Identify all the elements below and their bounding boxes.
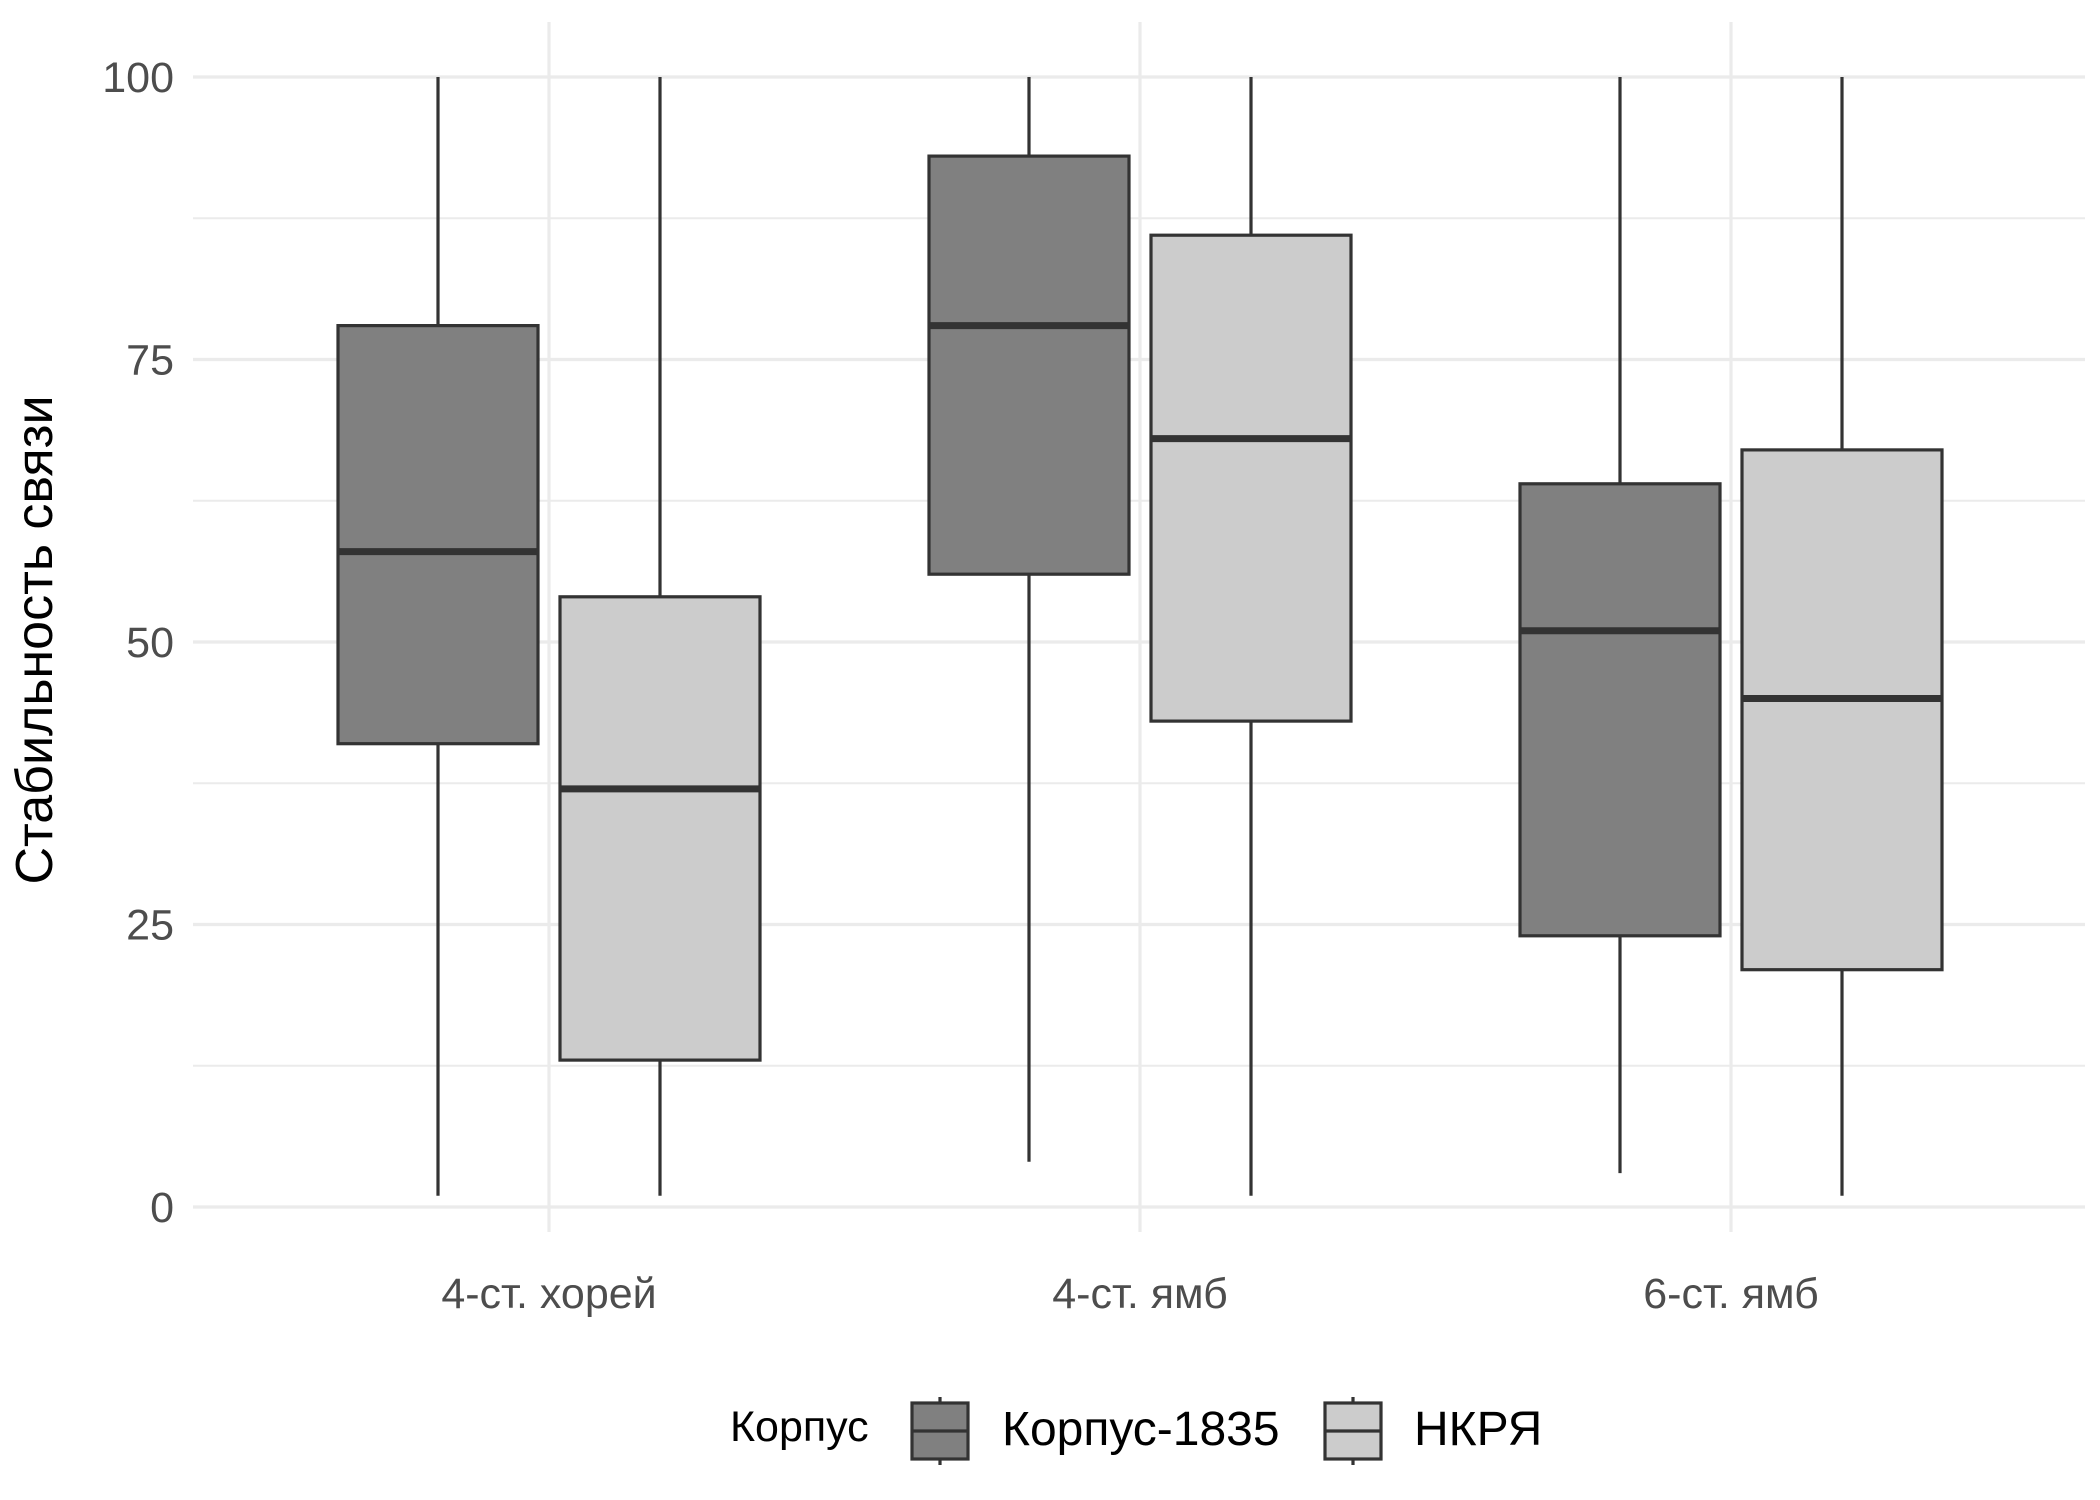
box-1-3: [1518, 77, 1722, 1174]
box-body: [1518, 482, 1722, 938]
legend-title: Корпус: [730, 1403, 869, 1451]
legend-label: НКРЯ: [1414, 1403, 1542, 1456]
box-1-2: [927, 77, 1131, 1162]
y-tick-label: 0: [150, 1184, 174, 1232]
y-tick-label: 75: [126, 337, 174, 385]
box-1-1: [336, 77, 540, 1196]
y-axis: 0 25 50 75 100: [102, 54, 174, 1232]
x-tick-label: 4-ст. хорей: [441, 1270, 656, 1318]
legend: Корпус Корпус-1835 НКРЯ: [730, 1397, 1542, 1465]
boxes: [336, 77, 1944, 1196]
y-tick-label: 50: [126, 619, 174, 667]
x-tick-label: 6-ст. ямб: [1643, 1270, 1819, 1318]
box-2-3: [1740, 77, 1944, 1196]
x-tick-label: 4-ст. ямб: [1052, 1270, 1228, 1318]
box-2-1: [558, 77, 762, 1196]
box-body: [1740, 448, 1944, 972]
y-tick-label: 25: [126, 902, 174, 950]
box-body: [558, 595, 762, 1062]
legend-key-1: [910, 1397, 970, 1465]
y-tick-label: 100: [102, 54, 174, 102]
box-2-2: [1149, 77, 1353, 1196]
legend-label: Корпус-1835: [1002, 1403, 1280, 1456]
legend-key-2: [1323, 1397, 1383, 1465]
box-body: [1149, 233, 1353, 723]
box-body: [336, 324, 540, 746]
y-axis-title: Стабильность связи: [6, 395, 64, 884]
x-axis: 4-ст. хорей 4-ст. ямб 6-ст. ямб: [441, 1270, 1818, 1318]
box-body: [927, 154, 1131, 576]
